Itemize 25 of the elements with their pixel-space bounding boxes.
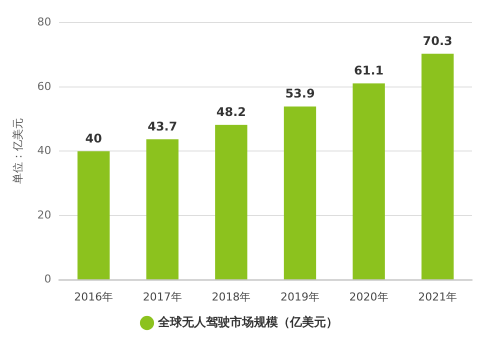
- bar: [215, 124, 248, 280]
- data-label: 70.3: [422, 34, 452, 48]
- x-tick-label: 2017年: [142, 290, 182, 304]
- bar: [78, 151, 110, 280]
- bar: [352, 83, 385, 280]
- bar: [146, 139, 178, 280]
- data-label: 40: [85, 131, 102, 146]
- data-label: 53.9: [285, 86, 315, 101]
- y-tick-label: 80: [37, 15, 52, 28]
- y-tick-label: 20: [37, 208, 52, 222]
- x-tick-label: 2019年: [280, 290, 320, 304]
- bar: [284, 106, 316, 280]
- x-tick-label: 2020年: [349, 290, 388, 304]
- legend-label: 全球无人驾驶市场规模（亿美元）: [157, 315, 338, 330]
- x-tick-label: 2016年: [74, 290, 114, 304]
- y-tick-label: 40: [37, 144, 52, 158]
- x-tick-label: 2021年: [418, 290, 458, 304]
- x-tick-label: 2018年: [212, 290, 251, 304]
- y-tick-label: 60: [37, 80, 52, 93]
- data-label: 43.7: [148, 119, 178, 134]
- bar: [422, 54, 454, 280]
- data-label: 48.2: [216, 104, 246, 119]
- data-label: 61.1: [354, 63, 384, 78]
- y-axis-title: 单位：亿美元: [11, 118, 24, 184]
- y-tick-label: 0: [44, 272, 52, 286]
